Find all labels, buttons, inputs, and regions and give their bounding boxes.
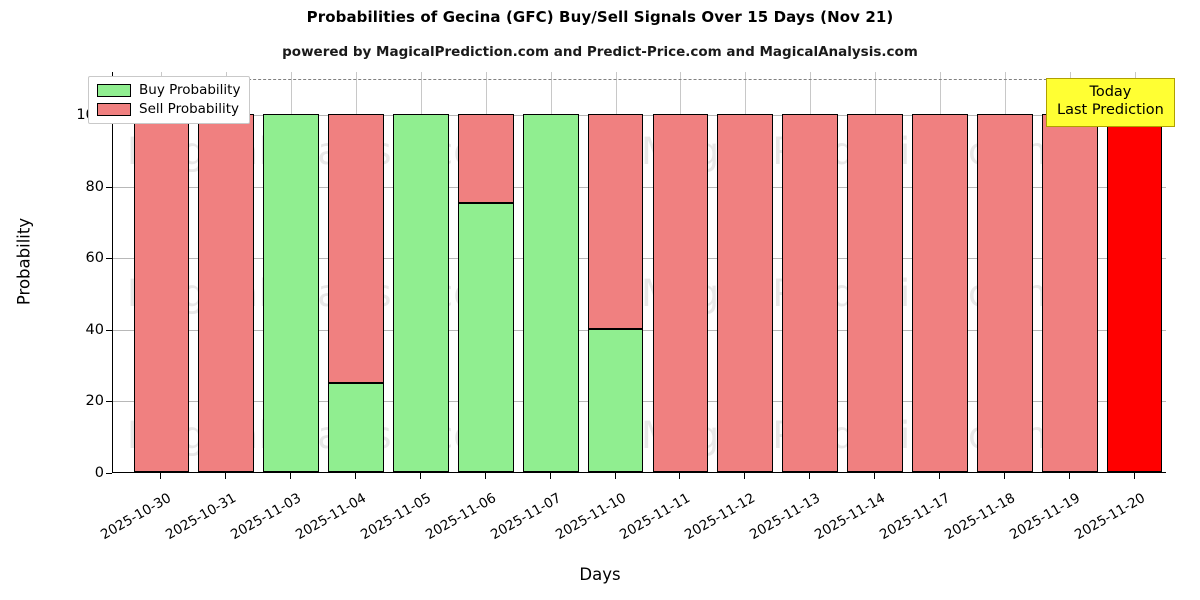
bar-segment-sell[interactable] <box>912 113 968 472</box>
bar-segment-buy[interactable] <box>328 382 384 472</box>
bar-group[interactable] <box>717 72 774 472</box>
y-tick-label: 0 <box>94 465 104 481</box>
x-axis-tick-labels: 2025-10-30 2025-10-31 2025-11-03 2025-11-04… <box>0 480 1200 570</box>
bar-group[interactable] <box>457 72 514 472</box>
page-title: Probabilities of Gecina (GFC) Buy/Sell S… <box>306 8 894 26</box>
x-tick-mark <box>1003 473 1005 479</box>
bar-group[interactable] <box>198 72 255 472</box>
legend-swatch-buy <box>97 83 131 97</box>
plot-inner: MagicalAnalysis.com MagicaPrediction.com M… <box>113 72 1166 472</box>
x-tick-mark <box>225 473 227 479</box>
y-tick-label: 40 <box>85 321 104 338</box>
chart-subtitle: powered by MagicalPrediction.com and Pre… <box>282 44 918 60</box>
bar-group[interactable] <box>1041 72 1098 472</box>
y-tick-label: 60 <box>85 250 104 267</box>
y-tick-mark <box>106 258 112 260</box>
bar-group[interactable] <box>1106 72 1163 472</box>
x-tick-mark <box>809 473 811 479</box>
bar-segment-buy[interactable] <box>522 113 579 472</box>
y-axis-label: Probability <box>14 217 34 306</box>
bar-group[interactable] <box>782 72 839 472</box>
bar-group[interactable] <box>587 72 644 472</box>
x-tick-mark <box>160 473 162 479</box>
bar-segment-sell[interactable] <box>587 113 644 329</box>
y-axis-tick-labels: 020406080100 <box>58 72 104 481</box>
legend-item-sell: Sell Probability <box>97 101 240 117</box>
x-axis-label: Days <box>579 565 621 584</box>
legend-label-sell: Sell Probability <box>139 101 240 117</box>
bar-segment-buy[interactable] <box>393 113 449 472</box>
bar-segment-sell[interactable] <box>1041 113 1098 472</box>
x-tick-mark <box>874 473 876 479</box>
bar-segment-sell[interactable] <box>133 113 190 472</box>
bar-group[interactable] <box>976 72 1033 472</box>
bar-group[interactable] <box>133 72 190 472</box>
today-annotation-line1: Today <box>1089 84 1132 100</box>
bar-segment-sell[interactable] <box>847 113 903 472</box>
bar-group[interactable] <box>912 72 968 472</box>
x-tick-mark <box>549 473 551 479</box>
chart-legend: Buy Probability Sell Probability <box>88 76 251 124</box>
bar-segment-sell[interactable] <box>782 113 839 472</box>
bar-segment-sell[interactable] <box>976 113 1033 472</box>
today-annotation: Today Last Prediction <box>1046 78 1175 127</box>
x-tick-mark <box>744 473 746 479</box>
bar-segment-sell[interactable] <box>457 113 514 204</box>
bar-segment-sell[interactable] <box>652 113 709 472</box>
reference-dashed-line <box>113 79 1166 81</box>
y-tick-mark <box>106 329 112 331</box>
y-tick-mark <box>106 186 112 188</box>
y-tick-mark <box>106 473 112 474</box>
bar-segment-buy[interactable] <box>263 113 320 472</box>
bar-group[interactable] <box>652 72 709 472</box>
y-tick-label: 80 <box>85 178 104 195</box>
plot-area: MagicalAnalysis.com MagicaPrediction.com M… <box>112 72 1166 473</box>
x-tick-mark <box>1068 473 1070 479</box>
x-tick-mark <box>484 473 486 479</box>
y-tick-mark <box>106 401 112 403</box>
x-tick-mark <box>290 473 292 479</box>
x-tick-mark <box>938 473 940 479</box>
x-tick-mark <box>614 473 616 479</box>
bar-group[interactable] <box>263 72 320 472</box>
bar-segment-buy[interactable] <box>587 328 644 472</box>
bar-segment-sell[interactable] <box>717 113 774 472</box>
bar-group[interactable] <box>847 72 903 472</box>
legend-item-buy: Buy Probability <box>97 82 240 98</box>
bar-group[interactable] <box>393 72 449 472</box>
bar-segment-sell[interactable] <box>198 113 255 472</box>
x-axis-ticks <box>112 473 1166 480</box>
x-tick-mark <box>679 473 681 479</box>
today-annotation-line2: Last Prediction <box>1057 102 1164 119</box>
x-tick-mark <box>355 473 357 479</box>
x-tick-mark <box>1133 473 1135 479</box>
bar-segment-buy[interactable] <box>457 203 514 472</box>
bar-segment-sell-today[interactable] <box>1106 113 1163 472</box>
legend-label-buy: Buy Probability <box>139 82 241 98</box>
y-tick-label: 20 <box>85 393 104 410</box>
bar-group[interactable] <box>522 72 579 472</box>
bar-group[interactable] <box>328 72 384 472</box>
bar-segment-sell[interactable] <box>328 113 384 383</box>
x-tick-mark <box>419 473 421 479</box>
legend-swatch-sell <box>97 102 131 116</box>
